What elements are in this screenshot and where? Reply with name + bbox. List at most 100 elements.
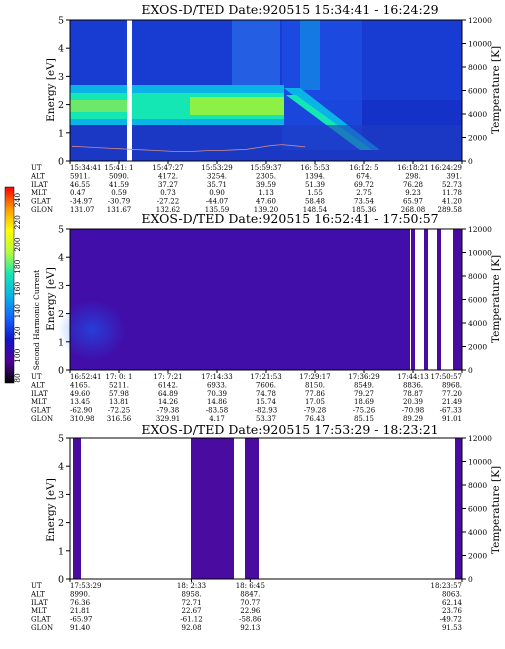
table-row-label: UT [31,164,42,172]
panel-3-ylabel: Energy [eV] [45,478,57,542]
table-cell: 15:53:29 [201,164,232,172]
panel-3-spectrogram [70,438,462,579]
table-row-label: MLT [31,607,47,615]
table-cell: 85.15 [354,415,374,423]
panel-3-ytick-label: 1 [58,546,64,557]
table-row-label: MLT [31,189,47,197]
table-cell: -27.22 [157,198,179,206]
table-cell: 8150. [305,381,325,389]
panel-1-data-gap [127,20,132,161]
table-cell: 11.78 [442,189,462,197]
table-cell: 22.67 [181,607,201,615]
panel-2-y2tick-label: 8000 [468,272,487,281]
table-cell: 8847. [240,590,260,598]
table-cell: 298. [405,172,421,180]
panel-1-low-energy [70,125,462,161]
panel-2-title: EXOS-D/TED Date:920515 16:52:41 - 17:50:… [141,211,438,226]
table-row-label: ALT [30,172,45,180]
panel-3-title: EXOS-D/TED Date:920515 17:53:29 - 18:23:… [141,422,438,437]
table-cell: 41.59 [109,181,129,189]
panel-1-y2tick-label: 10000 [468,40,492,49]
table-cell: 5211. [109,381,129,389]
panel-1-ytick-label: 0 [58,157,64,168]
table-row-label: UT [31,373,42,381]
panel-2-orbit-table: UT 16:52:41 17: 0: 1 17: 7:21 17:14:33 17:21:… [30,370,463,423]
panel-1-y-axis: 0 1 2 3 4 5 [58,16,70,168]
colorbar-tick-label: 100 [13,348,22,363]
table-cell: 49.60 [70,390,90,398]
table-cell: 69.72 [354,181,374,189]
table-cell: -67.33 [440,407,462,415]
table-cell: 674. [356,172,372,180]
panel-3-ytick-label: 4 [58,462,64,473]
table-cell: 15:34:41 [70,164,101,172]
panel-2-ytick-label: 3 [58,281,64,292]
table-cell: 37.27 [158,181,178,189]
panel-3-background [70,438,462,579]
table-cell: 4165. [70,381,90,389]
table-cell: 15:41: 1 [104,164,133,172]
panel-3-y-axis: 0 1 2 3 4 5 [58,434,70,586]
table-cell: -79.38 [157,407,179,415]
table-cell: 6933. [207,381,227,389]
panel-1-ytick-label: 4 [58,44,64,55]
table-cell: -61.12 [180,616,202,624]
panel-2-flux [70,229,410,370]
table-cell: 16:12: 5 [349,164,378,172]
table-cell: 78.87 [403,390,423,398]
panel-1-y2tick-label: 6000 [468,87,487,96]
table-cell: 17:14:33 [201,373,232,381]
table-row-label: ILAT [31,390,48,398]
colorbar-tick-label: 220 [13,215,22,230]
colorbar-tick-label: 120 [13,326,22,341]
table-cell: 76.36 [70,599,91,607]
table-cell: 17:36:29 [348,373,379,381]
table-cell: 46.55 [70,181,90,189]
panel-1-band-core-early [70,100,130,112]
table-cell: 17:21:53 [250,373,281,381]
panel-2-y2tick-label: 4000 [468,319,487,328]
table-cell: 131.67 [107,206,132,214]
table-cell: 1394. [305,172,325,180]
table-cell: 0.73 [160,189,176,197]
table-cell: -30.79 [108,198,130,206]
panel-3-stripe-3 [245,438,259,579]
table-cell: 8968. [442,381,462,389]
table-cell: 52.73 [442,181,462,189]
table-cell: 17:44:13 [397,373,428,381]
table-cell: 316.56 [107,415,132,423]
table-cell: 72.71 [181,599,201,607]
panel-2-ytick-label: 5 [58,225,64,236]
table-cell: 47.60 [256,198,276,206]
table-cell: 58.48 [305,198,325,206]
panel-1-ytick-label: 3 [58,72,64,83]
panel-3-y2tick-label: 8000 [468,481,487,490]
panel-1-patch [300,20,320,90]
panel-3-ytick-label: 5 [58,434,64,445]
colorbar-label: Second Harmonic Current [32,270,41,370]
table-cell: 51.39 [305,181,325,189]
panel-3-y2tick-label: 10000 [468,458,492,467]
panel-1-y2-axis: 0 2000 4000 6000 8000 10000 12000 [462,16,492,166]
table-cell: -62.90 [70,407,92,415]
table-cell: 15.74 [256,398,277,406]
table-cell: 92.08 [181,624,201,632]
panel-2-ytick-label: 0 [58,366,64,377]
table-cell: 8836. [403,381,423,389]
panel-3-y2tick-label: 4000 [468,528,487,537]
panel-3-y2label: Temperature [K] [490,466,502,554]
panel-1-temperature-trace [71,144,306,153]
colorbar-tick-label: 80 [13,373,22,383]
panel-2-y2tick-label: 12000 [468,225,492,234]
panel-1-y2tick-label: 4000 [468,110,487,119]
table-cell: 391. [446,172,462,180]
table-cell: 17: 7:21 [153,373,182,381]
table-cell: 76.28 [403,181,423,189]
table-row-label: ALT [30,381,45,389]
colorbar-scale [4,186,15,384]
table-cell: 2.75 [356,189,372,197]
panel-3-stripe-1 [73,438,81,579]
colorbar-ticks: 240 220 200 180 160 140 120 100 80 [13,193,22,383]
panel-1-y2tick-label: 12000 [468,16,492,25]
